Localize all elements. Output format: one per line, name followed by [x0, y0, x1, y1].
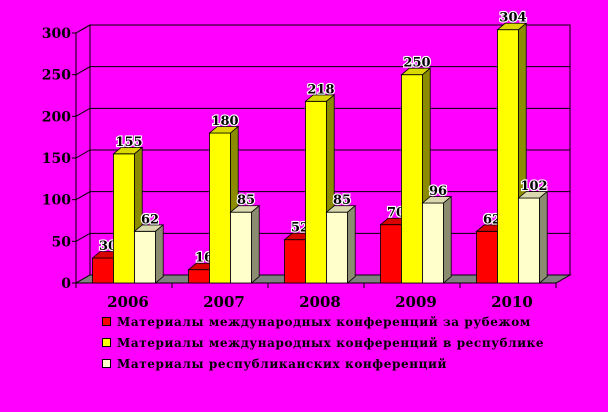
y-tick-label: 150	[42, 151, 71, 167]
bar	[380, 224, 402, 284]
bar	[326, 211, 348, 284]
bar	[113, 153, 135, 284]
x-tick-label: 2007	[203, 293, 245, 311]
legend-label: Материалы международных конференций за р…	[117, 314, 531, 329]
bar	[92, 257, 114, 284]
bar	[188, 269, 210, 284]
data-label: 62	[483, 212, 501, 227]
y-tick-label: 100	[42, 193, 71, 209]
bar-side	[251, 204, 260, 284]
legend-swatch-cream	[102, 359, 111, 368]
legend: Материалы международных конференций за р…	[102, 311, 544, 374]
legend-label: Материалы республиканских конференций	[117, 356, 448, 371]
y-tick-label: 250	[42, 68, 71, 84]
legend-item-series-2: Материалы международных конференций в ре…	[102, 332, 544, 353]
data-label: 85	[237, 193, 255, 208]
y-tick-label: 300	[42, 26, 71, 42]
legend-swatch-yellow	[102, 338, 111, 347]
data-label: 52	[291, 221, 309, 236]
gridline	[75, 24, 570, 34]
bar-side	[443, 195, 452, 284]
x-tick-label: 2010	[491, 293, 533, 311]
bar	[401, 74, 423, 284]
x-tick-label: 2006	[107, 293, 149, 311]
data-label: 96	[429, 184, 447, 199]
data-label: 102	[520, 179, 547, 194]
y-tick-label: 0	[61, 276, 71, 292]
bar	[422, 202, 444, 284]
bar	[209, 132, 231, 284]
bar	[230, 211, 252, 284]
legend-swatch-red	[102, 317, 111, 326]
data-label: 218	[307, 82, 334, 97]
bar-side	[539, 190, 548, 284]
data-label: 70	[387, 206, 405, 221]
y-tick-label: 50	[52, 234, 72, 250]
legend-label: Материалы международных конференций в ре…	[117, 335, 545, 350]
bar	[134, 230, 156, 284]
data-label: 250	[403, 56, 430, 71]
bar	[476, 230, 498, 284]
data-label: 62	[141, 212, 159, 227]
data-label: 85	[333, 193, 351, 208]
bar	[305, 100, 327, 284]
legend-item-series-3: Материалы республиканских конференций	[102, 353, 544, 374]
bar-side	[347, 204, 356, 284]
x-tick-label: 2009	[395, 293, 437, 311]
x-tick-label: 2008	[299, 293, 341, 311]
legend-item-series-1: Материалы международных конференций за р…	[102, 311, 544, 332]
data-label: 180	[211, 114, 238, 129]
y-tick-label: 200	[42, 109, 71, 125]
bar	[497, 29, 519, 284]
bar-side	[155, 224, 164, 284]
bar	[284, 239, 306, 284]
data-label: 30	[99, 239, 117, 254]
data-label: 155	[115, 135, 142, 150]
gridline	[75, 66, 570, 76]
data-label: 16	[195, 251, 213, 266]
data-label: 304	[499, 11, 526, 26]
bar	[518, 197, 540, 284]
